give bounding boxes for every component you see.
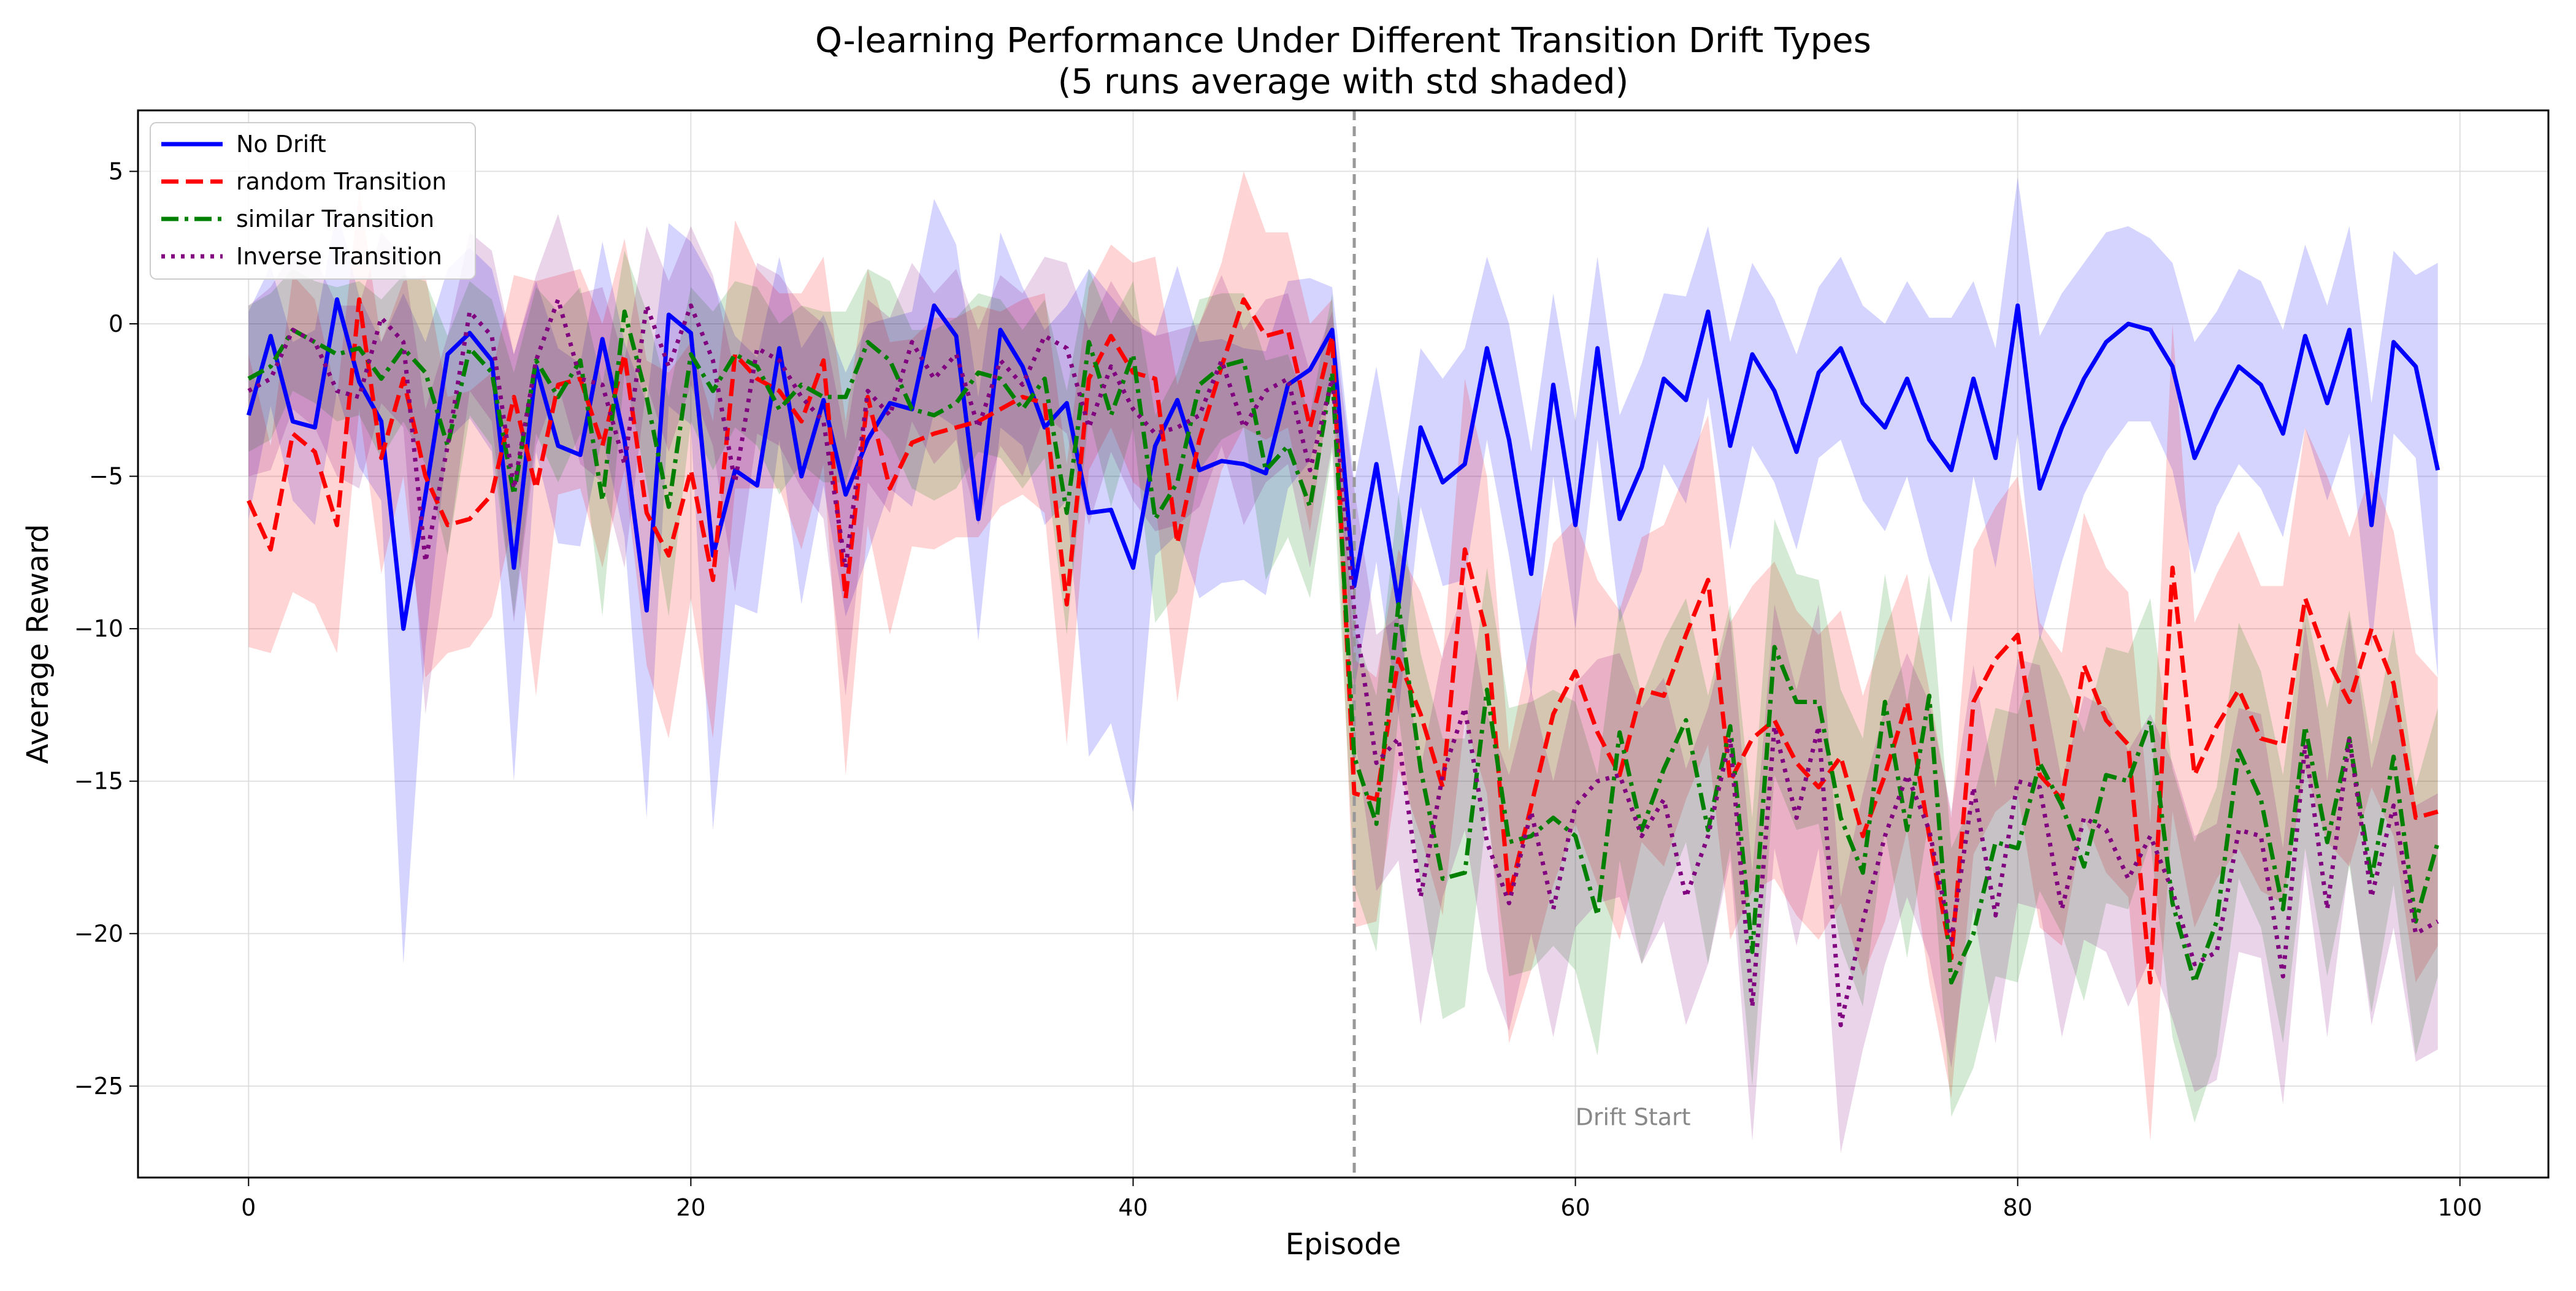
legend-label-1: random Transition [236, 168, 447, 195]
legend: No Drift random Transition similar Transi… [150, 122, 476, 280]
y-tick-label: −5 [89, 463, 123, 490]
series-line-2 [247, 309, 2440, 985]
x-tick-label: 0 [241, 1194, 256, 1221]
y-tick-label: 0 [109, 310, 123, 337]
y-tick-label: −10 [74, 615, 123, 642]
x-tick-label: 100 [2438, 1194, 2483, 1221]
legend-label-0: No Drift [236, 131, 326, 158]
y-tick-label: −15 [74, 768, 123, 795]
y-axis-label: Average Reward [21, 524, 55, 764]
x-tick-label: 20 [676, 1194, 705, 1221]
x-tick-label: 60 [1560, 1194, 1590, 1221]
plot-frame [137, 109, 2550, 1179]
std-band-series-2 [248, 250, 2438, 1123]
legend-box [150, 122, 476, 280]
chart-subtitle: (5 runs average with std shaded) [1058, 62, 1629, 102]
y-tick-label: −20 [74, 920, 123, 947]
chart-title: Q-learning Performance Under Different T… [815, 21, 1871, 61]
legend-label-2: similar Transition [236, 205, 434, 232]
series-line-0 [246, 297, 2440, 631]
y-tick-label: 5 [109, 158, 123, 185]
x-tick-label: 80 [2003, 1194, 2032, 1221]
tick-layer: 0 20 40 60 80 100 −25 −20 −15 −10 −5 0 5 [74, 158, 2482, 1221]
std-band-series-0 [248, 177, 2438, 964]
annotation-layer: Drift Start [1352, 110, 1691, 1178]
x-axis-label: Episode [1286, 1227, 1401, 1262]
series-line-layer [246, 297, 2440, 1027]
x-tick-label: 40 [1118, 1194, 1148, 1221]
y-tick-label: −25 [74, 1073, 123, 1100]
series-line-3 [247, 297, 2439, 1027]
drift-start-label: Drift Start [1576, 1104, 1691, 1131]
legend-label-3: Inverse Transition [236, 243, 442, 270]
